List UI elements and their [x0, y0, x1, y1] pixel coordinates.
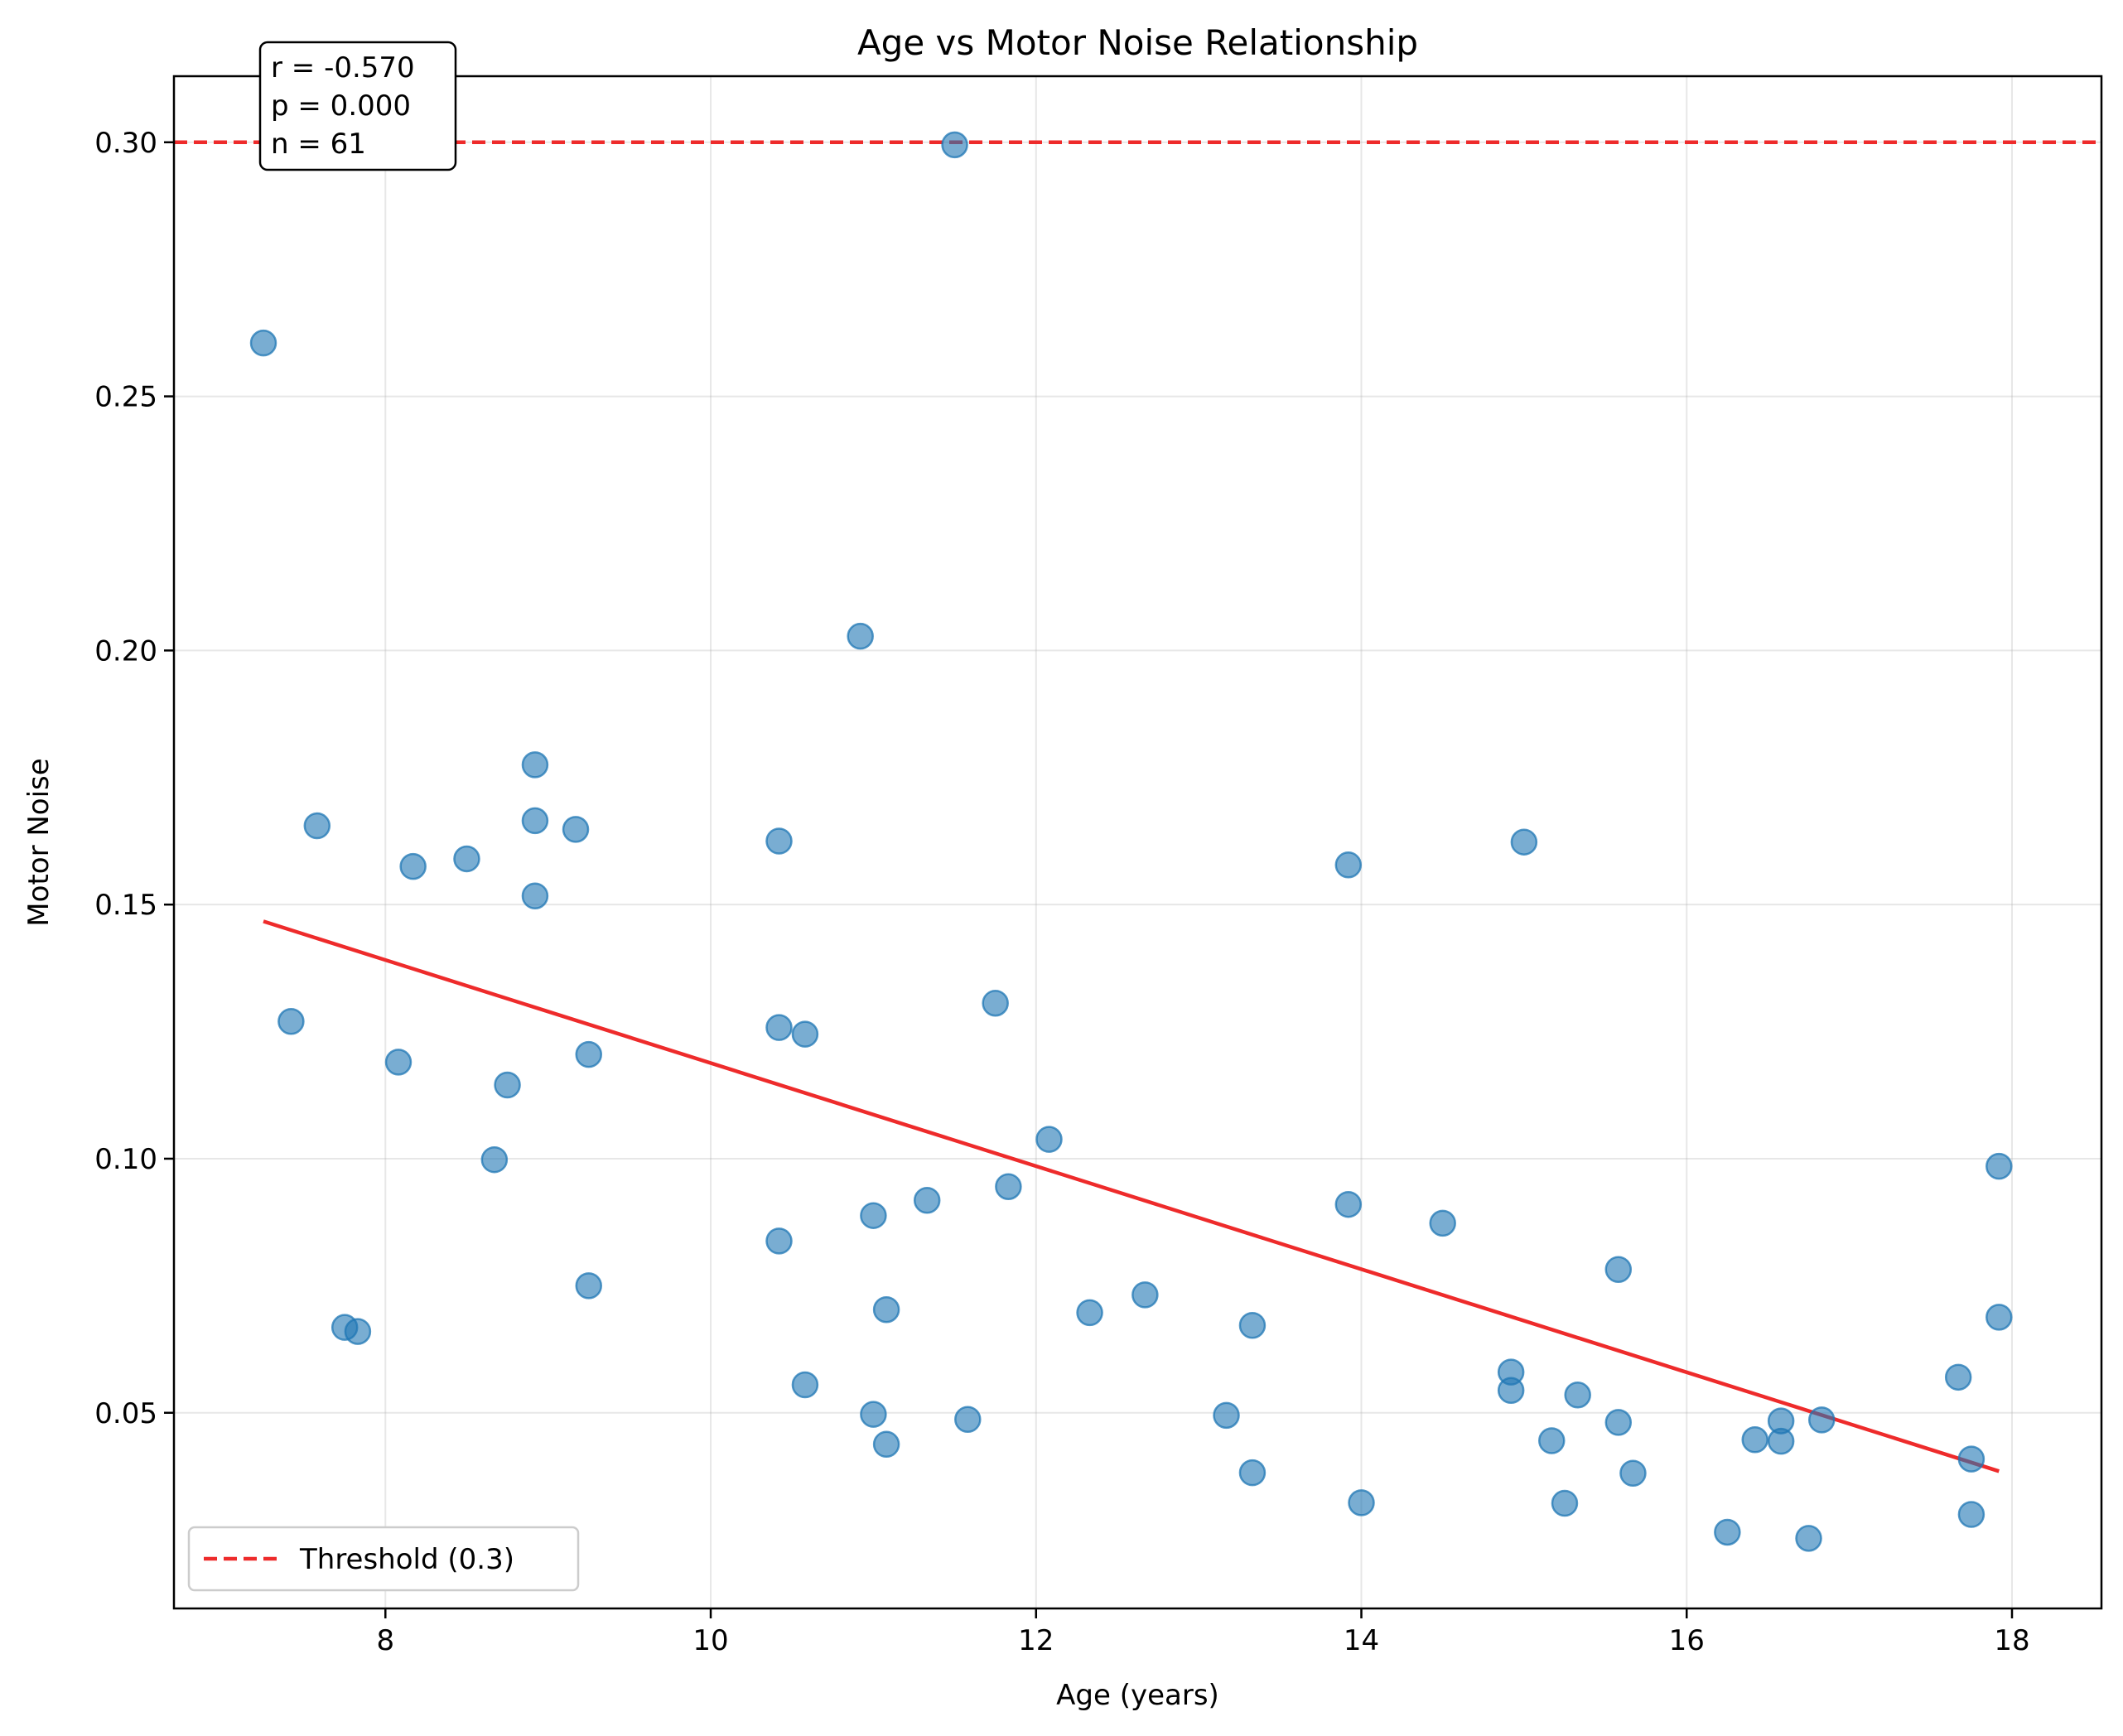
data-point [1944, 1363, 1972, 1391]
data-point [1238, 1459, 1267, 1487]
data-point [575, 1272, 602, 1300]
data-point [872, 1295, 900, 1324]
x-tick-label: 18 [1994, 1624, 2029, 1657]
data-point [1334, 1190, 1363, 1218]
data-point [453, 845, 480, 873]
data-point [384, 1049, 413, 1076]
data-point [1957, 1501, 1985, 1528]
y-axis-label: Motor Noise [22, 758, 55, 926]
data-point [791, 1020, 819, 1048]
stats-box: r = -0.570 p = 0.000 n = 61 [258, 41, 457, 171]
data-points [249, 131, 2013, 1552]
legend: Threshold (0.3) [187, 1526, 580, 1592]
x-tick-label: 14 [1344, 1624, 1379, 1657]
data-point [1076, 1299, 1103, 1327]
data-point [1604, 1409, 1633, 1436]
data-point [860, 1401, 887, 1428]
data-point [399, 852, 427, 880]
y-tick-label: 0.25 [94, 381, 157, 414]
data-point [1429, 1209, 1456, 1237]
stats-box-frame [258, 41, 457, 171]
y-tick-label: 0.20 [94, 634, 157, 668]
trend-line-group [263, 919, 2000, 1473]
data-point [277, 1008, 305, 1035]
data-point [765, 1014, 793, 1041]
data-point [847, 622, 874, 650]
chart-title: Age vs Motor Noise Relationship [857, 22, 1418, 63]
data-point [1334, 851, 1363, 879]
data-point [860, 1202, 887, 1229]
data-point [1741, 1426, 1768, 1454]
x-tick-label: 8 [376, 1624, 394, 1657]
y-tick-label: 0.15 [94, 889, 157, 922]
data-point [1497, 1377, 1525, 1405]
data-point [1564, 1382, 1591, 1409]
data-point [344, 1318, 372, 1345]
data-point [521, 751, 549, 779]
legend-threshold-label: Threshold (0.3) [299, 1543, 514, 1576]
data-point [1035, 1126, 1063, 1153]
trend-line [263, 919, 2000, 1473]
data-point [480, 1145, 509, 1174]
data-point [249, 329, 277, 357]
data-point [494, 1071, 521, 1099]
stats-r-value: r = -0.570 [271, 51, 415, 84]
data-point [303, 812, 331, 840]
x-tick-label: 10 [692, 1624, 728, 1657]
data-point [1767, 1427, 1795, 1455]
plot-frame [172, 75, 2103, 1610]
data-point [1510, 828, 1538, 856]
legend-frame [187, 1526, 580, 1592]
data-point [1985, 1152, 2013, 1180]
data-point [982, 989, 1009, 1017]
y-axis-ticks: 0.05 0.10 0.15 0.20 0.25 0.30 [94, 127, 174, 1430]
data-point [521, 882, 549, 909]
data-point [1985, 1304, 2013, 1331]
x-axis-label: Age (years) [1056, 1679, 1219, 1712]
data-point [1538, 1427, 1566, 1454]
data-point [1551, 1489, 1579, 1517]
data-point [1807, 1406, 1836, 1434]
x-tick-label: 16 [1669, 1624, 1705, 1657]
data-point [791, 1371, 819, 1399]
data-point [562, 816, 590, 843]
data-point [872, 1430, 900, 1459]
data-point [1619, 1459, 1647, 1488]
data-point [1714, 1518, 1741, 1546]
data-point [1213, 1401, 1240, 1430]
data-point [1131, 1281, 1159, 1309]
data-point [1957, 1445, 1985, 1473]
x-axis-ticks: 8 10 12 14 16 18 [376, 1608, 2030, 1657]
data-point [1604, 1256, 1633, 1283]
x-tick-label: 12 [1018, 1624, 1054, 1657]
y-tick-label: 0.10 [94, 1143, 157, 1176]
stats-p-value: p = 0.000 [271, 89, 411, 123]
data-point [1348, 1489, 1375, 1517]
data-point [765, 1227, 793, 1255]
data-point [954, 1406, 982, 1433]
data-point [1238, 1311, 1267, 1339]
data-point [913, 1187, 941, 1214]
data-point [765, 827, 793, 855]
data-point [1795, 1525, 1822, 1552]
stats-n-value: n = 61 [271, 128, 366, 161]
data-point [941, 131, 968, 159]
y-tick-label: 0.05 [94, 1397, 157, 1430]
data-point [521, 807, 549, 835]
data-point [995, 1173, 1022, 1200]
y-tick-label: 0.30 [94, 127, 157, 160]
data-point [575, 1040, 602, 1068]
